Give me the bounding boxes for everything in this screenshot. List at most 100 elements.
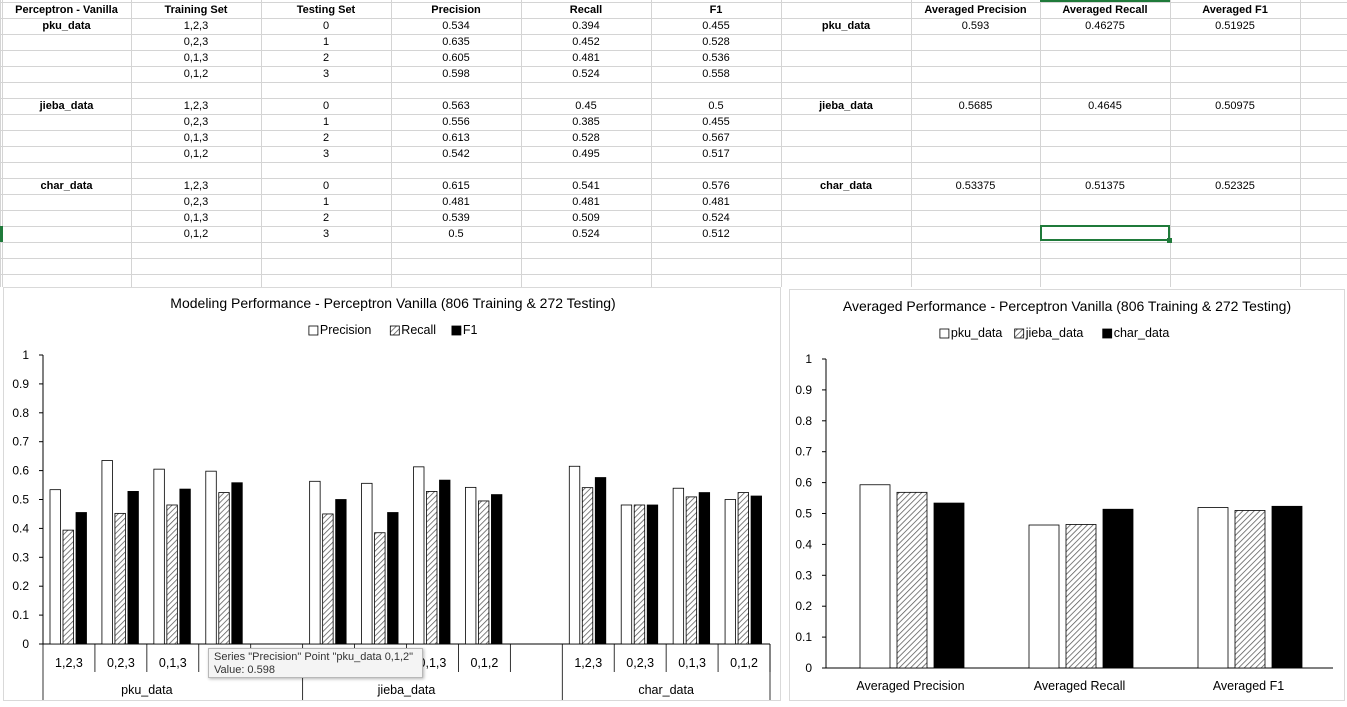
data-cell[interactable]: 0,1,2 (183, 148, 209, 160)
data-cell[interactable]: 0 (322, 180, 330, 192)
data-cell[interactable]: 0.481 (442, 196, 470, 208)
data-cell[interactable]: 0,1,3 (183, 212, 209, 224)
data-cell[interactable]: 0.541 (572, 180, 600, 192)
y-tick-label: 0 (22, 637, 29, 651)
data-cell[interactable]: 0.481 (702, 196, 730, 208)
data-cell[interactable]: 0.567 (702, 132, 730, 144)
chart-title: Averaged Performance - Perceptron Vanill… (843, 298, 1291, 314)
avg-value-cell[interactable]: 0.4645 (1088, 100, 1122, 112)
data-cell[interactable]: 0.524 (702, 212, 730, 224)
avg-header-cell[interactable]: Averaged Precision (924, 4, 1027, 16)
data-cell[interactable]: 0.524 (572, 228, 600, 240)
dataset-name-cell[interactable]: pku_data (42, 20, 91, 32)
avg-value-cell[interactable]: 0.593 (961, 20, 990, 32)
data-cell[interactable]: 0 (322, 100, 330, 112)
data-cell[interactable]: 0.524 (572, 68, 600, 80)
data-cell[interactable]: 0 (322, 20, 330, 32)
y-tick-label: 0.6 (12, 464, 29, 478)
data-cell[interactable]: 2 (322, 212, 330, 224)
avg-value-cell[interactable]: 0.52325 (1215, 180, 1255, 192)
data-cell[interactable]: 0.455 (702, 116, 730, 128)
data-cell[interactable]: 1,2,3 (183, 180, 209, 192)
avg-value-cell[interactable]: 0.51375 (1085, 180, 1125, 192)
averaged-performance-chart[interactable]: Averaged Performance - Perceptron Vanill… (789, 289, 1345, 701)
data-cell[interactable]: 0.528 (572, 132, 600, 144)
avg-value-cell[interactable]: 0.51925 (1215, 20, 1255, 32)
header-cell[interactable]: Training Set (164, 4, 228, 16)
data-cell[interactable]: 0.615 (442, 180, 470, 192)
dataset-name-cell[interactable]: jieba_data (39, 100, 94, 112)
data-cell[interactable]: 1,2,3 (183, 20, 209, 32)
selected-cell[interactable] (1040, 225, 1170, 241)
data-cell[interactable]: 3 (322, 228, 330, 240)
avg-header-cell[interactable]: Averaged Recall (1062, 4, 1148, 16)
data-cell[interactable]: 0.605 (442, 52, 470, 64)
data-cell[interactable]: 0.539 (442, 212, 470, 224)
y-tick-label: 0.7 (795, 445, 812, 459)
bar-pku-data (1028, 524, 1060, 669)
avg-header-cell[interactable]: Averaged F1 (1202, 4, 1268, 16)
data-cell[interactable]: 1,2,3 (183, 100, 209, 112)
data-cell[interactable]: 0.5 (708, 100, 724, 112)
y-tick-label: 0.1 (795, 630, 812, 644)
data-cell[interactable]: 2 (322, 132, 330, 144)
dataset-name-cell[interactable]: char_data (40, 180, 93, 192)
data-cell[interactable]: 0.542 (442, 148, 470, 160)
data-cell[interactable]: 0.512 (702, 228, 730, 240)
data-cell[interactable]: 0,2,3 (183, 116, 209, 128)
avg-value-cell[interactable]: 0.5685 (958, 100, 993, 112)
header-cell[interactable]: Recall (569, 4, 603, 16)
data-cell[interactable]: 0,1,3 (183, 52, 209, 64)
header-cell[interactable]: Testing Set (296, 4, 356, 16)
data-cell[interactable]: 1 (322, 36, 330, 48)
data-cell[interactable]: 0.558 (702, 68, 730, 80)
y-tick-label: 0.7 (12, 435, 29, 449)
avg-value-cell[interactable]: 0.46275 (1085, 20, 1125, 32)
header-cell[interactable]: Precision (431, 4, 481, 16)
data-cell[interactable]: 2 (322, 52, 330, 64)
data-cell[interactable]: 0.576 (702, 180, 730, 192)
data-cell[interactable]: 0.481 (572, 196, 600, 208)
data-cell[interactable]: 0,1,3 (183, 132, 209, 144)
data-cell[interactable]: 0.452 (572, 36, 600, 48)
data-cell[interactable]: 0.556 (442, 116, 470, 128)
data-cell[interactable]: 3 (322, 68, 330, 80)
data-cell[interactable]: 0.534 (442, 20, 470, 32)
data-cell[interactable]: 0.394 (572, 20, 600, 32)
x-category-label: Averaged Recall (1034, 679, 1126, 693)
data-cell[interactable]: 0.5 (448, 228, 464, 240)
data-cell[interactable]: 0,1,2 (183, 68, 209, 80)
data-cell[interactable]: 1 (322, 116, 330, 128)
data-cell[interactable]: 0.598 (442, 68, 470, 80)
x-category-label: 0,2,3 (626, 656, 654, 670)
bar-recall (62, 529, 74, 645)
y-tick-label: 0.3 (795, 568, 812, 582)
header-cell[interactable]: Perceptron - Vanilla (15, 4, 118, 16)
avg-value-cell[interactable]: 0.53375 (955, 180, 996, 192)
data-cell[interactable]: 3 (322, 148, 330, 160)
avg-dataset-name-cell[interactable]: char_data (820, 180, 872, 192)
data-cell[interactable]: 0.385 (572, 116, 600, 128)
header-cell[interactable]: F1 (709, 4, 723, 16)
data-cell[interactable]: 0,1,2 (183, 228, 209, 240)
data-cell[interactable]: 0.481 (572, 52, 600, 64)
fill-handle[interactable] (1167, 238, 1172, 243)
data-cell[interactable]: 1 (322, 196, 330, 208)
data-cell[interactable]: 0.509 (572, 212, 600, 224)
data-cell[interactable]: 0.563 (442, 100, 470, 112)
data-cell[interactable]: 0,2,3 (183, 36, 209, 48)
data-cell[interactable]: 0.455 (702, 20, 730, 32)
data-cell[interactable]: 0.528 (702, 36, 730, 48)
modeling-performance-chart[interactable]: Modeling Performance - Perceptron Vanill… (3, 287, 781, 701)
avg-dataset-name-cell[interactable]: jieba_data (819, 100, 873, 112)
data-cell[interactable]: 0.613 (442, 132, 470, 144)
x-category-label: 0,1,3 (678, 656, 706, 670)
data-cell[interactable]: 0.536 (702, 52, 730, 64)
avg-value-cell[interactable]: 0.50975 (1215, 100, 1255, 112)
data-cell[interactable]: 0,2,3 (183, 196, 209, 208)
data-cell[interactable]: 0.517 (702, 148, 730, 160)
data-cell[interactable]: 0.45 (575, 100, 597, 112)
avg-dataset-name-cell[interactable]: pku_data (821, 20, 871, 32)
data-cell[interactable]: 0.495 (572, 148, 600, 160)
data-cell[interactable]: 0.635 (442, 36, 470, 48)
